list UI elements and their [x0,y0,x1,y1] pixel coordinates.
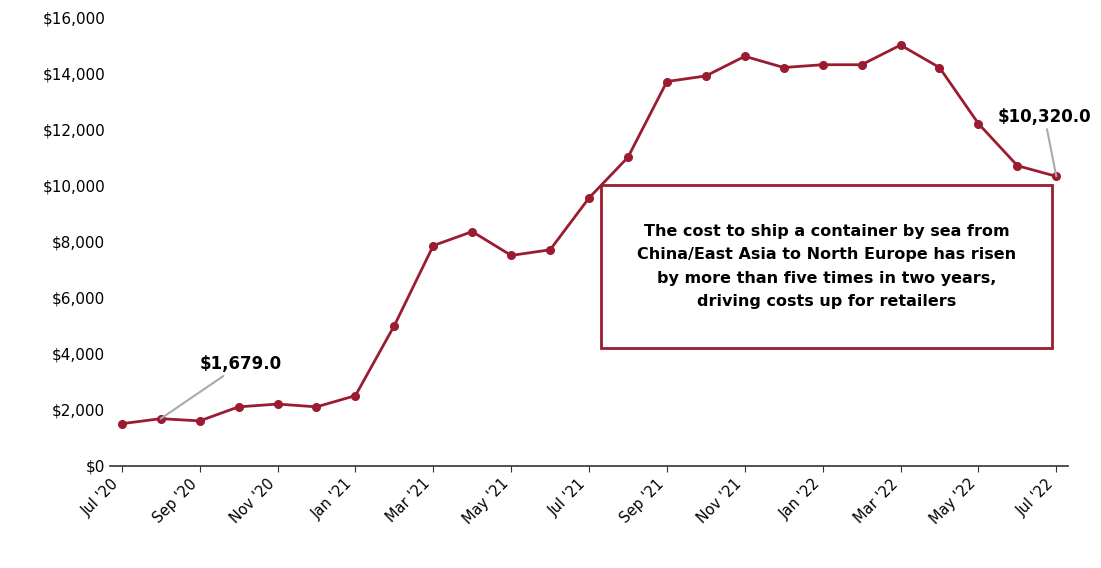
FancyBboxPatch shape [601,185,1053,348]
Text: $10,320.0: $10,320.0 [998,108,1091,176]
Text: $1,679.0: $1,679.0 [161,355,282,419]
Text: The cost to ship a container by sea from
China/East Asia to North Europe has ris: The cost to ship a container by sea from… [637,224,1016,309]
